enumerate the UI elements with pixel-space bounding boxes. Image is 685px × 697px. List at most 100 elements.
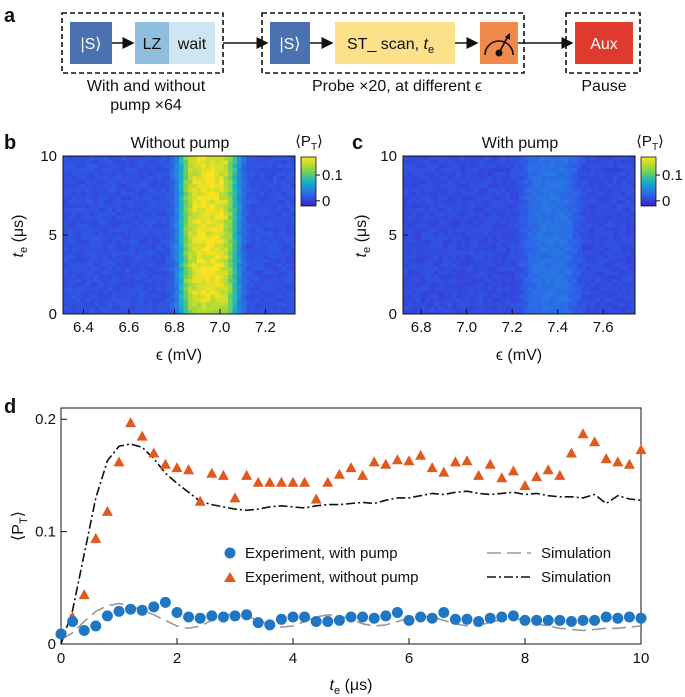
heatmap-cell xyxy=(76,274,82,279)
heatmap-cell xyxy=(630,163,636,169)
heatmap-cell xyxy=(577,246,582,252)
heatmap-cell xyxy=(63,215,68,220)
heatmap-cell xyxy=(290,306,296,311)
point-with-pump xyxy=(415,611,427,623)
heatmap-cell xyxy=(407,156,413,161)
heatmap-cell xyxy=(187,238,193,244)
heatmap-cell xyxy=(286,199,291,204)
heatmap-cell xyxy=(205,266,211,271)
heatmap-cell xyxy=(612,235,618,240)
heatmap-cell xyxy=(272,270,278,275)
heatmap-cell xyxy=(237,235,242,240)
heatmap-cell xyxy=(425,306,431,311)
heatmap-cell xyxy=(272,298,278,303)
heatmap-cell xyxy=(585,215,591,220)
heatmap-cell xyxy=(192,211,198,216)
heatmap-cell xyxy=(201,282,207,287)
heatmap-cell xyxy=(590,242,596,248)
heatmap-cell xyxy=(594,207,600,212)
heatmap-cell xyxy=(626,298,631,303)
heatmap-cell xyxy=(103,246,109,252)
heatmap-cell xyxy=(505,156,511,161)
heatmap-cell xyxy=(594,310,600,315)
heatmap-cell xyxy=(420,187,426,192)
heatmap-cell xyxy=(559,262,565,267)
heatmap-cell xyxy=(630,195,636,200)
point-without-pump xyxy=(380,458,392,469)
heatmap-cell xyxy=(630,270,636,275)
heatmap-cell xyxy=(568,235,573,240)
heatmap-cell xyxy=(237,231,242,236)
heatmap-cell xyxy=(232,207,238,212)
heatmap-cell xyxy=(434,246,440,252)
heatmap-cell xyxy=(281,286,287,291)
heatmap-cell xyxy=(514,231,520,236)
heatmap-cell xyxy=(536,282,542,287)
heatmap-cell xyxy=(268,199,274,204)
heatmap-cell xyxy=(196,266,202,271)
heatmap-cell xyxy=(527,187,533,192)
heatmap-cell xyxy=(129,254,135,260)
heatmap-cell xyxy=(85,163,91,169)
heatmap-cell xyxy=(281,278,287,283)
heatmap-cell xyxy=(80,187,86,192)
heatmap-cell xyxy=(129,306,135,311)
heatmap-cell xyxy=(590,302,596,307)
heatmap-cell xyxy=(550,242,556,248)
heatmap-cell xyxy=(510,211,515,216)
heatmap-cell xyxy=(599,163,605,169)
heatmap-cell xyxy=(205,286,211,291)
heatmap-cell xyxy=(630,278,636,283)
heatmap-cell xyxy=(585,175,591,181)
heatmap-cell xyxy=(138,159,144,165)
heatmap-cell xyxy=(254,219,260,224)
heatmap-cell xyxy=(510,167,515,173)
heatmap-cell xyxy=(80,191,86,196)
heatmap-cell xyxy=(425,246,431,252)
heatmap-cell xyxy=(76,270,82,275)
heatmap-cell xyxy=(107,258,113,264)
heatmap-cell xyxy=(621,156,627,161)
heatmap-cell xyxy=(214,262,220,267)
heatmap-cell xyxy=(125,191,131,196)
heatmap-cell xyxy=(103,167,109,173)
heatmap-cell xyxy=(237,262,242,267)
heatmap-cell xyxy=(599,254,605,260)
heatmap-cell xyxy=(147,306,153,311)
point-without-pump xyxy=(426,462,438,473)
heatmap-cell xyxy=(232,159,238,165)
heatmap-cell xyxy=(532,266,538,271)
heatmap-cell xyxy=(434,302,440,307)
heatmap-b-xlabel: ϵ (mV) xyxy=(156,347,202,364)
heatmap-cell xyxy=(192,195,198,200)
heatmap-cell xyxy=(241,211,247,216)
heatmap-cell xyxy=(116,199,122,204)
heatmap-cell xyxy=(429,163,435,169)
heatmap-cell xyxy=(443,163,449,169)
heatmap-cell xyxy=(420,258,426,264)
heatmap-cell xyxy=(425,282,431,287)
heatmap-cell xyxy=(585,223,591,228)
heatmap-cell xyxy=(129,215,135,220)
heatmap-cell xyxy=(492,171,498,177)
heatmap-cell xyxy=(187,167,193,173)
heatmap-cell xyxy=(98,199,104,204)
heatmap-cell xyxy=(447,266,453,271)
heatmap-cell xyxy=(290,211,296,216)
heatmap-cell xyxy=(228,203,233,208)
heatmap-cell xyxy=(103,187,109,192)
heatmap-cell xyxy=(568,278,573,283)
heatmap-cell xyxy=(129,219,135,224)
heatmap-cell xyxy=(112,266,117,271)
heatmap-cell xyxy=(237,278,242,283)
heatmap-cell xyxy=(403,227,408,232)
heatmap-cell xyxy=(523,219,529,224)
heatmap-cell xyxy=(434,278,440,283)
heatmap-cell xyxy=(550,262,556,267)
heatmap-cell xyxy=(152,231,158,236)
heatmap-cell xyxy=(237,254,242,260)
heatmap-cell xyxy=(621,159,627,165)
heatmap-cell xyxy=(505,250,511,256)
heatmap-cell xyxy=(179,235,184,240)
